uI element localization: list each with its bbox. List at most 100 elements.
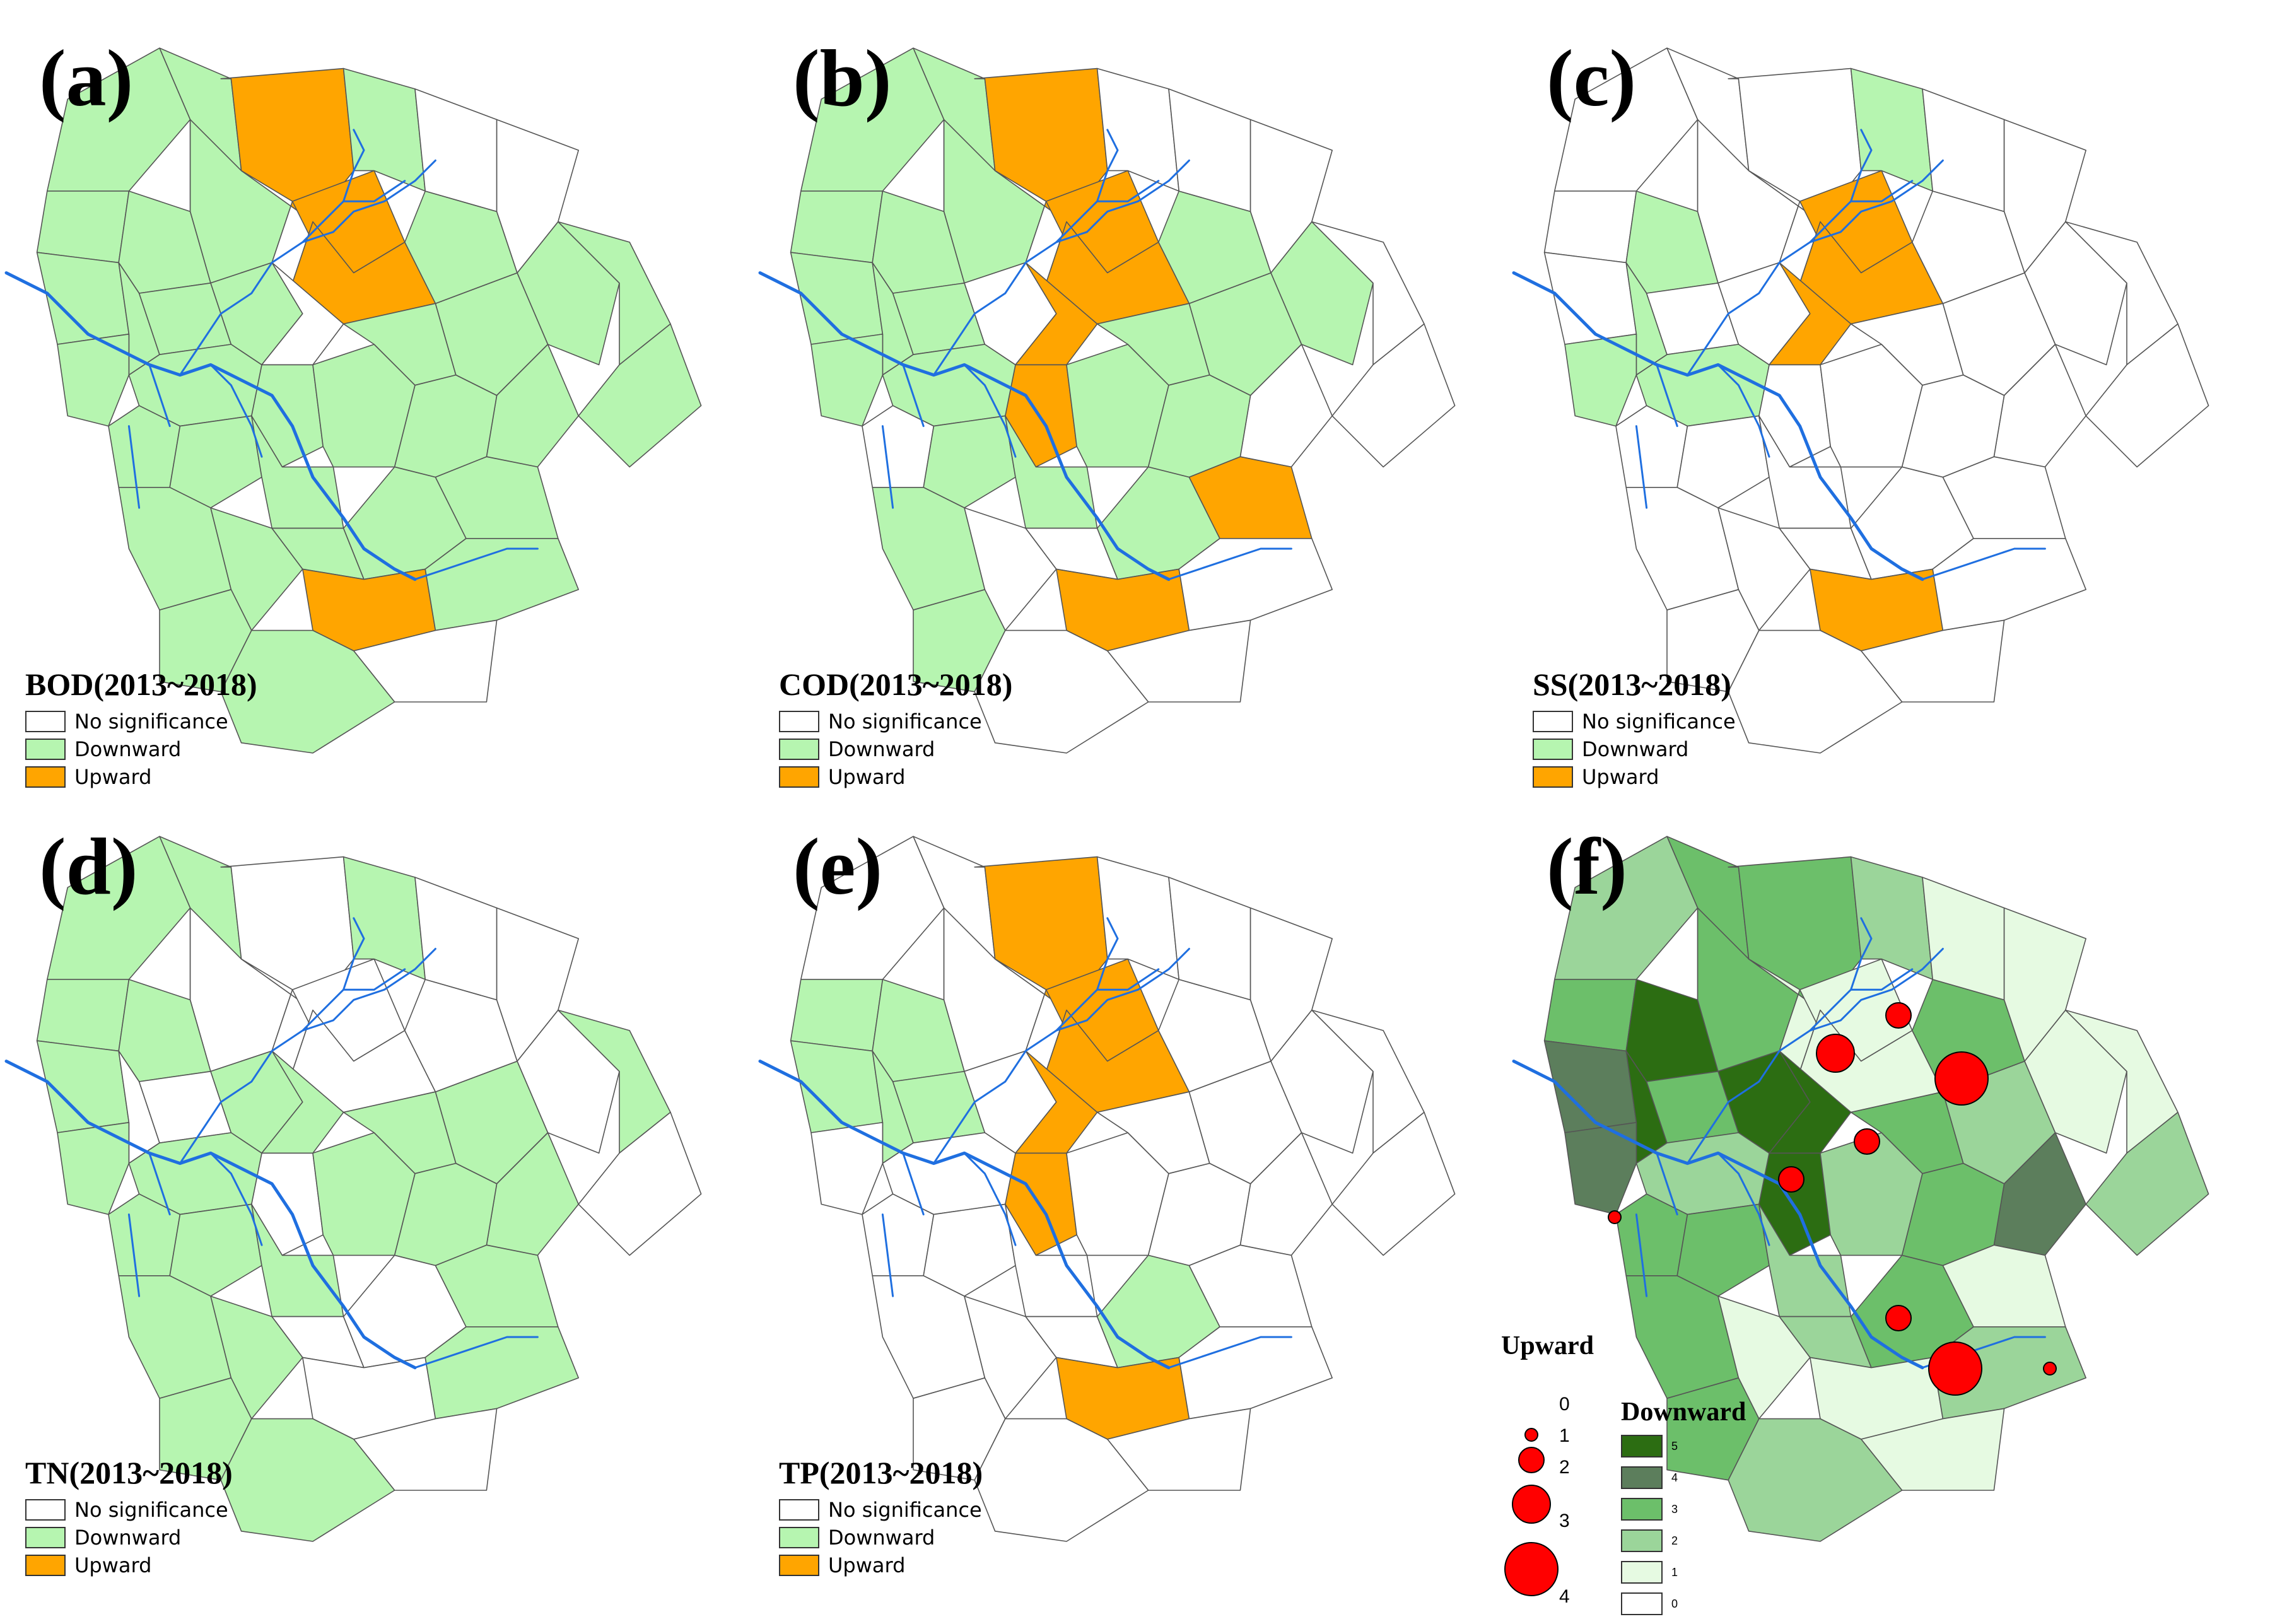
river-7 xyxy=(881,425,894,509)
watershed-1 xyxy=(1554,47,1699,192)
map-cod xyxy=(758,47,1456,754)
river-6 xyxy=(209,1152,263,1246)
swatch-none xyxy=(779,711,819,732)
river-1 xyxy=(1512,271,1924,581)
legend-label: Downward xyxy=(74,737,182,761)
legend-label: Downward xyxy=(1582,737,1689,761)
watershed-29 xyxy=(578,323,702,468)
swatch-up xyxy=(779,766,819,788)
downward-legend: Downward 5 4 3 2 1 0 xyxy=(1621,1397,1772,1624)
legend-row-down: Downward xyxy=(25,735,378,763)
upward-legend-circle-3 xyxy=(1512,1485,1551,1524)
downward-legend-swatch xyxy=(1621,1466,1663,1489)
legend-title: TP(2013~2018) xyxy=(779,1455,983,1490)
river-7 xyxy=(1635,425,1648,509)
upward-legend-value: 1 xyxy=(1559,1425,1570,1446)
upward-legend-value: 2 xyxy=(1559,1457,1570,1478)
downward-legend-swatch xyxy=(1621,1561,1663,1584)
river-5 xyxy=(414,547,539,581)
downward-legend-value: 1 xyxy=(1671,1565,1678,1579)
watershed-20 xyxy=(1676,1203,1770,1297)
panel-b: (b) COD(2013~2018) No significance Downw… xyxy=(754,0,1511,795)
downward-legend-value: 3 xyxy=(1671,1502,1678,1516)
river-8 xyxy=(902,1152,925,1216)
watershed-3 xyxy=(1543,190,1637,264)
legend: SS(2013~2018) No significance Downward U… xyxy=(1533,669,1886,791)
legend-row-up: Upward xyxy=(779,1551,1132,1579)
legend-row-up: Upward xyxy=(1533,763,1886,791)
legend-label: Upward xyxy=(74,765,152,789)
upward-site-4 xyxy=(1854,1128,1880,1155)
swatch-up xyxy=(25,766,66,788)
legend-label: No significance xyxy=(74,710,228,733)
downward-legend-value: 5 xyxy=(1671,1439,1678,1452)
upward-site-6 xyxy=(1608,1210,1622,1224)
map-summary xyxy=(1512,836,2209,1542)
river-8 xyxy=(902,363,925,428)
downward-legend-value: 2 xyxy=(1671,1534,1678,1547)
downward-legend-row: 5 xyxy=(1621,1435,1678,1458)
watershed-29 xyxy=(1331,323,1456,468)
swatch-down xyxy=(25,1527,66,1548)
downward-legend-swatch xyxy=(1621,1435,1663,1458)
watershed-39 xyxy=(1188,1244,1313,1328)
watershed-15 xyxy=(1850,856,1934,980)
watershed-3 xyxy=(36,979,130,1052)
river-4 xyxy=(342,968,406,991)
river-4 xyxy=(1096,968,1160,991)
legend-row-down: Downward xyxy=(779,1524,1132,1551)
watershed-39 xyxy=(1942,1244,2066,1328)
upward-site-7 xyxy=(1885,1305,1912,1331)
watershed-10 xyxy=(57,1121,130,1215)
watershed-39 xyxy=(435,1244,559,1328)
watershed-3 xyxy=(790,979,884,1052)
upward-site-5 xyxy=(1778,1166,1804,1193)
watershed-42 xyxy=(1728,629,1903,754)
river-4 xyxy=(1850,180,1914,202)
panel-d: (d) TN(2013~2018) No significance Downwa… xyxy=(0,788,757,1583)
watershed-20 xyxy=(169,415,262,509)
swatch-none xyxy=(25,1499,66,1521)
legend-label: Upward xyxy=(74,1553,152,1577)
legend-title: TN(2013~2018) xyxy=(25,1455,233,1490)
watershed-1 xyxy=(47,836,191,980)
upward-legend-circle-4 xyxy=(1504,1542,1559,1596)
river-3 xyxy=(1809,917,1873,1032)
upward-site-2 xyxy=(1816,1034,1855,1073)
legend-row-none: No significance xyxy=(779,708,1132,735)
watershed-1 xyxy=(1554,836,1699,980)
watershed-29 xyxy=(2085,1111,2209,1256)
river-3 xyxy=(301,917,365,1032)
river-5 xyxy=(1167,547,1292,581)
river-7 xyxy=(127,1213,141,1297)
swatch-down xyxy=(779,739,819,760)
watershed-3 xyxy=(790,190,884,264)
upward-legend-value: 3 xyxy=(1559,1510,1570,1531)
river-3 xyxy=(1055,917,1119,1032)
watershed-39 xyxy=(1188,456,1313,539)
river-3 xyxy=(301,129,365,243)
river-8 xyxy=(148,1152,171,1216)
river-4 xyxy=(342,180,406,202)
legend-label: No significance xyxy=(828,710,982,733)
legend: BOD(2013~2018) No significance Downward … xyxy=(25,669,378,791)
watershed-15 xyxy=(1096,856,1180,980)
watershed-40 xyxy=(424,1326,580,1420)
upward-legend-value: 4 xyxy=(1559,1586,1570,1607)
watershed-1 xyxy=(800,836,945,980)
legend-label: Upward xyxy=(1582,765,1659,789)
watershed-32 xyxy=(1249,907,1333,1062)
watershed-3 xyxy=(36,190,130,264)
downward-legend-swatch xyxy=(1621,1529,1663,1552)
panel-letter: (d) xyxy=(39,822,138,911)
river-4 xyxy=(1096,180,1160,202)
river-6 xyxy=(209,363,263,458)
watershed-20 xyxy=(1676,415,1770,509)
river-4 xyxy=(1850,968,1914,991)
watershed-32 xyxy=(2003,119,2087,274)
swatch-none xyxy=(25,711,66,732)
legend-row-none: No significance xyxy=(25,708,378,735)
watershed-40 xyxy=(424,537,580,631)
river-7 xyxy=(1635,1213,1648,1297)
